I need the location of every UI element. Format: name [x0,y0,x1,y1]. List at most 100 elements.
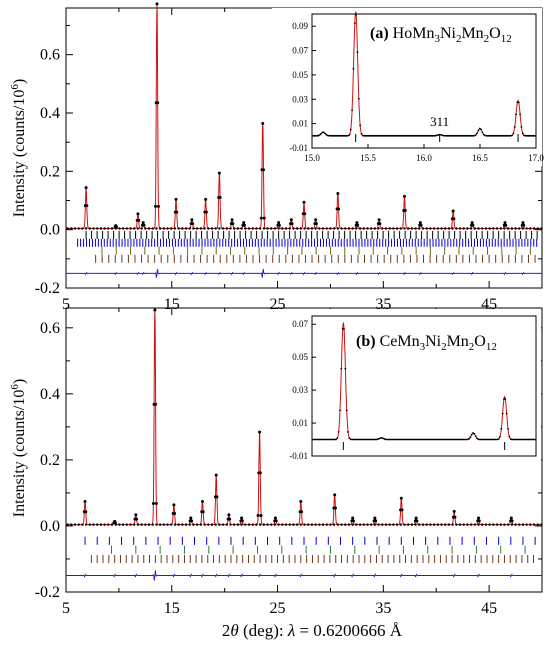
observed-point [129,227,132,230]
inset-observed-point [344,367,347,370]
observed-point [218,227,221,230]
observed-point [81,523,84,526]
observed-point [418,227,421,230]
inset-observed-point [365,438,368,441]
inset-observed-point [456,134,458,137]
observed-point [153,204,157,208]
observed-point [118,227,121,230]
inset-observed-point [492,438,495,441]
observed-point [399,523,402,526]
inset-observed-point [442,134,445,137]
observed-point [147,523,151,526]
inset-observed-point [456,438,458,441]
observed-point [473,523,477,526]
observed-point [532,227,536,230]
observed-point [103,227,106,230]
inset-observed-point [495,438,497,441]
inset-observed-point [461,134,464,137]
observed-point [495,523,499,526]
observed-point [355,523,358,526]
inset-observed-point [411,134,414,137]
observed-point [133,227,136,230]
observed-point [156,101,160,105]
observed-point [259,514,263,518]
observed-point [81,227,84,230]
observed-point [484,523,488,526]
observed-point [137,218,141,222]
observed-point [377,218,381,222]
inset-observed-point [482,438,485,441]
observed-point [288,523,291,526]
observed-point [369,523,373,526]
inset-observed-point [337,134,340,137]
inset-observed-point [314,438,317,441]
observed-point [281,523,284,526]
observed-point [244,523,247,526]
panel-a-inset-bg [272,8,542,166]
inset-observed-point [407,438,410,441]
observed-point [173,523,177,526]
inset-observed-point [327,134,329,137]
observed-point [488,227,491,230]
observed-point [88,227,92,230]
inset-observed-point [403,438,406,441]
inset-y-tick-label: 0.05 [292,352,308,362]
inset-observed-point [462,134,465,137]
observed-point [217,171,221,175]
inset-observed-point [320,132,323,135]
observed-point [154,502,158,506]
inset-observed-point [521,438,524,441]
observed-point [70,227,73,230]
inset-observed-point [504,134,507,137]
observed-point [166,523,169,526]
observed-point [184,523,188,526]
observed-point [204,197,208,201]
observed-point [92,523,95,526]
panel-a-difference-curve [66,269,542,278]
observed-point [377,227,380,230]
inset-observed-point [339,409,341,412]
inset-observed-point [374,134,376,137]
observed-point [73,227,77,230]
inset-observed-point [419,438,422,441]
inset-observed-point [516,438,519,441]
inset-observed-point [425,134,427,137]
inset-observed-point [429,134,431,137]
observed-point [518,523,521,526]
inset-observed-point [433,438,435,441]
observed-point [181,227,184,230]
observed-point [158,523,162,526]
inset-observed-point [333,134,336,137]
observed-point [318,227,321,230]
observed-point [462,227,465,230]
observed-point [251,227,254,230]
inset-observed-point [495,134,497,137]
inset-observed-point [507,134,509,137]
observed-point [236,523,240,526]
observed-point [210,227,214,230]
inset-observed-point [349,438,352,441]
observed-point [292,523,295,526]
inset-y-tick-label: 0.01 [292,119,308,129]
observed-point [240,516,244,520]
inset-observed-point [387,438,390,441]
inset-observed-point [484,134,487,137]
observed-point [503,227,506,230]
inset-observed-point [435,438,438,441]
inset-observed-point [322,131,325,134]
observed-point [207,227,210,230]
observed-point [451,209,455,213]
observed-point [170,227,173,230]
inset-observed-point [329,438,332,441]
observed-point [270,227,273,230]
inset-observed-point [339,134,341,137]
observed-point [373,523,377,526]
inset-observed-point [357,97,360,100]
inset-observed-point [531,438,534,441]
observed-point [307,523,310,526]
inset-observed-point [486,438,489,441]
inset-observed-point [501,134,504,137]
observed-point [103,523,106,526]
observed-point [518,227,521,230]
observed-point [273,523,277,526]
